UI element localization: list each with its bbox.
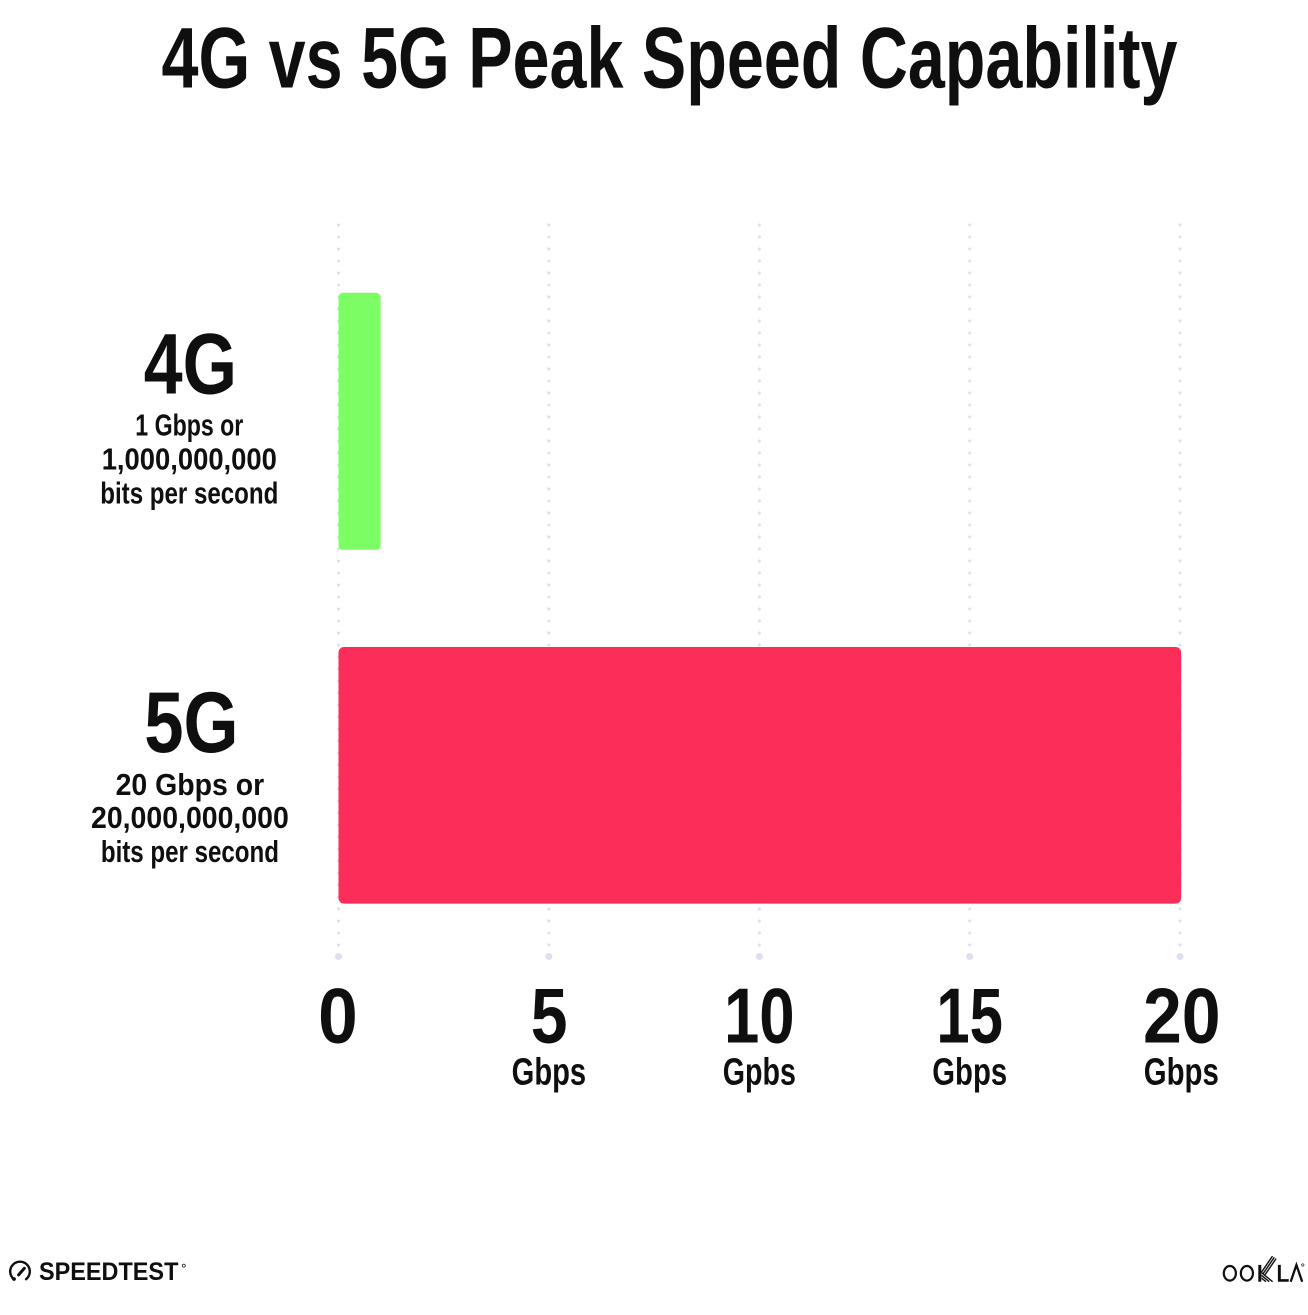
svg-text:4G: 4G <box>144 316 237 412</box>
svg-text:10: 10 <box>724 973 795 1059</box>
svg-text:5G: 5G <box>144 675 238 771</box>
svg-text:20: 20 <box>1143 973 1221 1059</box>
svg-text:15: 15 <box>936 973 1003 1059</box>
svg-text:Gbps: Gbps <box>1144 1051 1219 1094</box>
svg-text:Gbps: Gbps <box>512 1051 587 1094</box>
svg-text:SPEEDTEST: SPEEDTEST <box>39 1259 178 1286</box>
svg-text:1,000,000,000: 1,000,000,000 <box>102 443 277 477</box>
svg-text:5: 5 <box>531 973 568 1059</box>
svg-text:20,000,000,000: 20,000,000,000 <box>91 801 289 835</box>
svg-text:bits per second: bits per second <box>101 835 279 869</box>
svg-text:bits per second: bits per second <box>100 477 278 511</box>
svg-text:0: 0 <box>318 973 358 1059</box>
svg-text:Gbps: Gbps <box>932 1051 1007 1094</box>
svg-text:Gpbs: Gpbs <box>723 1051 796 1094</box>
svg-text:1 Gbps or: 1 Gbps or <box>135 409 243 443</box>
svg-text:4G vs 5G Peak Speed Capability: 4G vs 5G Peak Speed Capability <box>162 10 1178 106</box>
svg-text:20 Gbps or: 20 Gbps or <box>116 768 265 802</box>
